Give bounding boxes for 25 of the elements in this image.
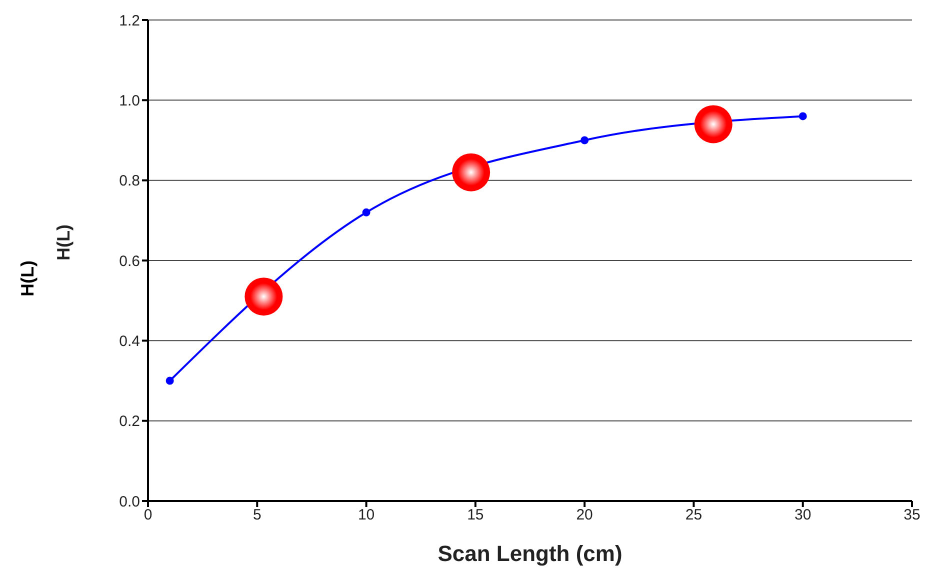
- x-tick-label: 5: [252, 506, 262, 524]
- x-tick-label: 30: [794, 506, 812, 524]
- point: [694, 105, 732, 144]
- y-tick-label: 0.2: [119, 413, 140, 430]
- point: [362, 208, 370, 216]
- x-tick-label: 10: [358, 506, 375, 524]
- y-tick-label: 0.0: [119, 493, 140, 510]
- y-axis-title: H(L): [53, 224, 74, 260]
- x-tick-label: 20: [576, 506, 593, 524]
- x-tick-label: 15: [467, 506, 484, 524]
- point: [244, 278, 283, 316]
- y-tick-label: 0.4: [119, 332, 140, 350]
- y-tick-label: 1.0: [119, 92, 140, 110]
- point: [798, 112, 807, 120]
- point: [166, 376, 174, 385]
- point: [580, 136, 589, 144]
- y-tick-label: 0.6: [119, 252, 140, 270]
- x-axis-title: Scan Length (cm): [438, 541, 622, 566]
- text: H(L): [18, 260, 38, 298]
- x-tick-label: 0: [144, 506, 152, 524]
- y-tick-label: 1.2: [119, 12, 140, 30]
- x-tick-label: 25: [685, 506, 702, 524]
- point: [452, 153, 490, 192]
- x-tick-label: 35: [904, 506, 920, 524]
- y-tick-label: 0.8: [119, 172, 140, 190]
